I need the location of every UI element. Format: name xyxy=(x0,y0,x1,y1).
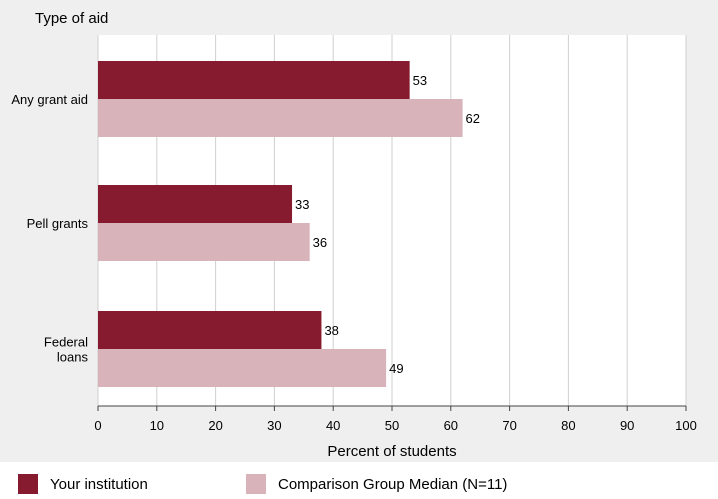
category-label: Pell grants xyxy=(27,216,89,231)
data-label: 53 xyxy=(413,73,427,88)
category-label: Federal loans xyxy=(44,335,89,365)
x-tick-label: 10 xyxy=(150,418,164,433)
x-tick-label: 0 xyxy=(94,418,101,433)
x-tick-label: 40 xyxy=(326,418,340,433)
bar xyxy=(98,223,310,261)
data-label: 38 xyxy=(324,323,338,338)
x-tick-label: 70 xyxy=(502,418,516,433)
x-tick-label: 30 xyxy=(267,418,281,433)
bar xyxy=(98,311,322,349)
category-label: Any grant aid xyxy=(11,92,88,107)
bar xyxy=(98,61,410,99)
legend xyxy=(0,462,718,499)
bar xyxy=(98,185,293,223)
legend-item-comparison-group: Comparison Group Median (N=11) xyxy=(246,474,507,494)
x-tick-label: 90 xyxy=(620,418,634,433)
x-axis-title: Percent of students xyxy=(327,443,456,460)
chart-title: Type of aid xyxy=(35,10,108,27)
x-tick-label: 60 xyxy=(444,418,458,433)
data-label: 49 xyxy=(389,361,403,376)
data-label: 33 xyxy=(295,197,309,212)
legend-swatch-comparison-group xyxy=(246,474,266,494)
data-label: 36 xyxy=(313,235,327,250)
bar xyxy=(98,349,387,387)
legend-label-comparison-group: Comparison Group Median (N=11) xyxy=(278,475,508,493)
bar-chart: 0 10 20 30 40 50 60 70 80 90 100 Percent of student… xyxy=(11,10,697,460)
x-tick-label: 50 xyxy=(385,418,399,433)
legend-swatch-your-institution xyxy=(18,474,38,494)
x-tick-label: 20 xyxy=(208,418,222,433)
legend-item-your-institution: Your institution xyxy=(18,474,148,494)
bar xyxy=(98,99,463,137)
x-tick-label: 100 xyxy=(675,418,697,433)
data-label: 62 xyxy=(466,111,480,126)
legend-label-your-institution: Your institution xyxy=(50,475,148,493)
x-tick-label: 80 xyxy=(561,418,575,433)
